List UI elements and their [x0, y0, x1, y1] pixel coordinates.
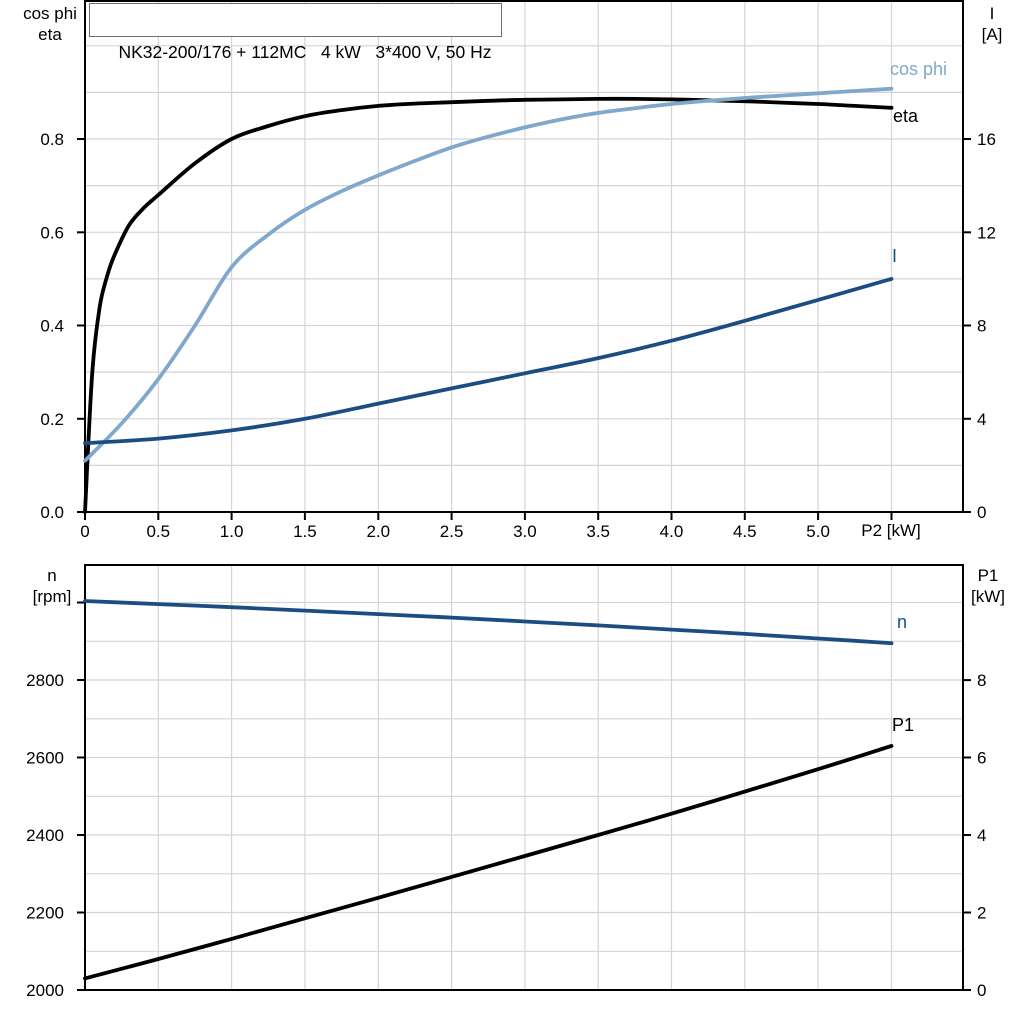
- right-axis-tick-label: 6: [977, 749, 986, 768]
- right-axis-unit-kw: [kW]: [971, 587, 1005, 606]
- left-axis-tick-label: 0.4: [40, 317, 64, 336]
- top-ticks: 0.0 0.2 0.4 0.6 0.8 0 4 8 12 16 0 0.5 1.0 1.5 2.0 2.5 3.…: [40, 130, 996, 541]
- right-axis-quantity-p1: P1: [977, 566, 999, 585]
- right-axis-tick-label: 8: [977, 671, 986, 690]
- right-axis-tick-label: 2: [977, 904, 986, 923]
- title-box: NK32-200/176 + 112MC 4 kW 3*400 V, 50 Hz: [89, 3, 502, 62]
- left-axis-tick-label: 0.0: [40, 503, 64, 522]
- left-axis-tick-label: 2400: [26, 826, 64, 845]
- x-axis-tick-label: 0: [80, 522, 89, 541]
- left-axis-tick-label: 2600: [26, 749, 64, 768]
- right-axis-tick-label: 0: [977, 981, 986, 1000]
- p1-curve: [83, 744, 894, 981]
- top-gridlines: [85, 1, 963, 512]
- chart-title: NK32-200/176 + 112MC 4 kW 3*400 V, 50 Hz: [118, 42, 492, 62]
- x-axis-tick-label: 5.0: [806, 522, 830, 541]
- right-axis-tick-label: 4: [977, 826, 986, 845]
- right-axis-tick-label: 8: [977, 317, 986, 336]
- right-axis-tick-label: 12: [977, 223, 996, 242]
- left-axis-quantity-speed: n: [47, 566, 57, 585]
- left-axis-unit-cosphi: cos phi: [23, 4, 77, 23]
- x-axis-tick-label: 0.5: [146, 522, 170, 541]
- x-axis-tick-label: 3.0: [513, 522, 537, 541]
- left-axis-tick-label: 2200: [26, 904, 64, 923]
- i-curve: [83, 277, 894, 446]
- n-curve: [83, 599, 894, 646]
- right-axis-tick-label: 0: [977, 503, 986, 522]
- cos-phi-curve: [83, 86, 894, 463]
- p1-curve-label: P1: [892, 715, 915, 735]
- x-axis-tick-label: 3.5: [586, 522, 610, 541]
- right-axis-tick-label: 4: [977, 410, 986, 429]
- left-axis-tick-label: 2000: [26, 981, 64, 1000]
- bottom-plot-frame: [84, 564, 964, 991]
- top-left-axis-header: cos phi eta: [12, 3, 88, 45]
- bottom-gridlines: [85, 565, 963, 990]
- left-axis-tick-label: 0.8: [40, 130, 64, 149]
- bottom-right-axis-header: P1 [kW]: [950, 565, 1024, 607]
- x-axis-tick-label: 1.0: [220, 522, 244, 541]
- eta-curve-label: eta: [893, 106, 919, 126]
- x-axis-tick-label: 4.0: [660, 522, 684, 541]
- x-axis-tick-label: 2.0: [366, 522, 390, 541]
- top-right-axis-header: I [A]: [954, 3, 1024, 45]
- x-axis-tick-label: 4.5: [733, 522, 757, 541]
- bottom-left-axis-header: n [rpm]: [14, 565, 90, 607]
- x-axis-tick-label: 1.5: [293, 522, 317, 541]
- left-axis-tick-label: 0.6: [40, 223, 64, 242]
- x-axis-title: P2 [kW]: [861, 521, 921, 540]
- speed-curve-label: n: [897, 612, 908, 632]
- right-axis-quantity-current: I: [989, 4, 995, 23]
- top-chart: 0.0 0.2 0.4 0.6 0.8 0 4 8 12 16 0 0.5 1.0 1.5 2.0 2.5 3.…: [40, 0, 996, 541]
- top-plot-frame: [84, 0, 964, 513]
- left-axis-unit-rpm: [rpm]: [32, 587, 72, 606]
- left-axis-tick-label: 0.2: [40, 410, 64, 429]
- right-axis-unit-ampere: [A]: [981, 25, 1003, 44]
- right-axis-tick-label: 16: [977, 130, 996, 149]
- current-curve-label: I: [892, 246, 898, 266]
- cosphi-curve-label: cos phi: [890, 59, 948, 79]
- left-axis-tick-label: 2800: [26, 671, 64, 690]
- bottom-ticks: 2000 2200 2400 2600 2800 0 2 4 6 8: [26, 601, 986, 1000]
- x-axis-tick-label: 2.5: [440, 522, 464, 541]
- left-axis-unit-eta: eta: [38, 25, 62, 44]
- bottom-chart: 2000 2200 2400 2600 2800 0 2 4 6 8: [26, 564, 986, 1000]
